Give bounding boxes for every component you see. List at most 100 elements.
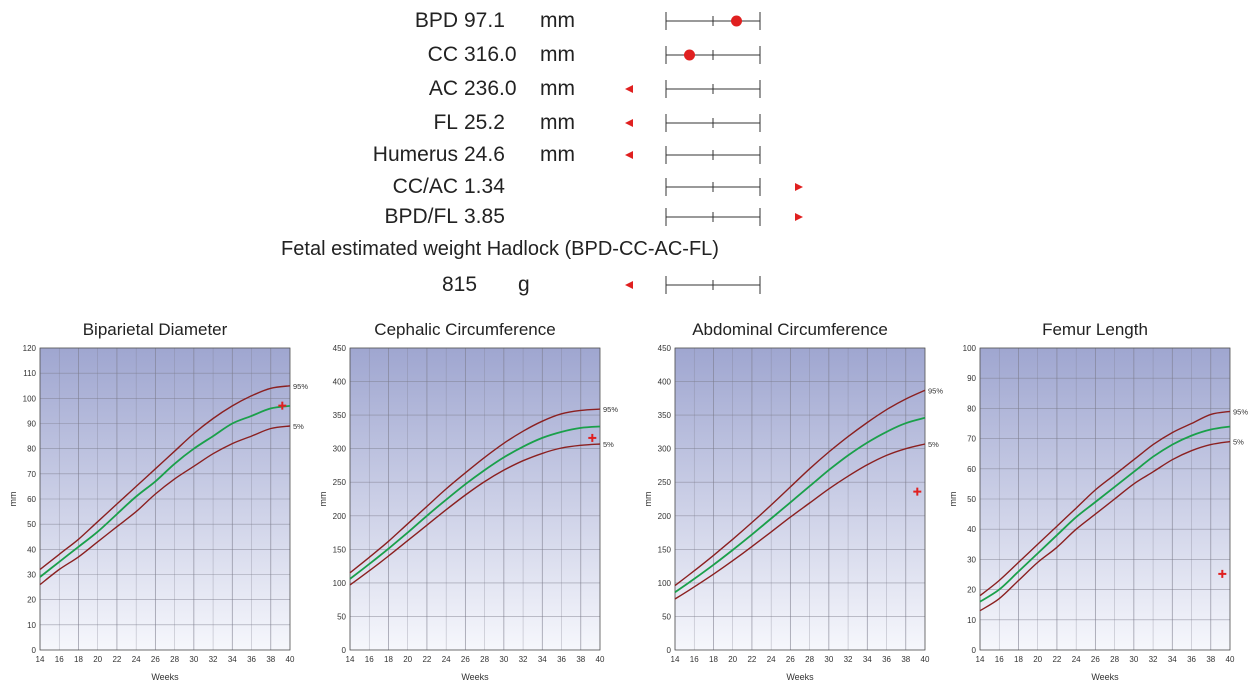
measurement-row-efw: 815 g — [0, 270, 1256, 300]
efw-title: Fetal estimated weight Hadlock (BPD-CC-A… — [281, 238, 719, 260]
x-tick-label: 38 — [576, 655, 585, 664]
measurement-value: 1.34 — [464, 175, 505, 198]
x-tick-label: 34 — [228, 655, 237, 664]
measurement-unit: mm — [540, 9, 575, 32]
series-line-median — [674, 416, 926, 594]
measurement-name: Humerus — [372, 143, 458, 166]
y-tick-label: 350 — [333, 411, 347, 420]
y-tick-label: 30 — [967, 555, 976, 564]
y-tick-label: 450 — [658, 344, 672, 353]
y-tick-label: 20 — [967, 586, 976, 595]
chart-title: Abdominal Circumference — [692, 320, 888, 339]
x-tick-label: 34 — [1168, 655, 1177, 664]
measurement-unit: mm — [540, 77, 575, 100]
y-tick-label: 70 — [27, 470, 36, 479]
x-tick-label: 32 — [519, 655, 528, 664]
x-tick-label: 40 — [286, 655, 295, 664]
x-tick-label: 28 — [170, 655, 179, 664]
measurement-unit: mm — [540, 111, 575, 134]
y-tick-label: 450 — [333, 344, 347, 353]
percentile-label: 95% — [1233, 407, 1248, 416]
y-tick-label: 100 — [658, 579, 672, 588]
measurement-row-cc-ac: CC/AC 1.34 — [0, 172, 1256, 202]
x-tick-label: 22 — [747, 655, 756, 664]
series-line-p95 — [674, 389, 926, 587]
x-tick-label: 20 — [403, 655, 412, 664]
y-tick-label: 40 — [967, 525, 976, 534]
measurement-name: CC/AC — [392, 175, 458, 198]
x-tick-label: 24 — [442, 655, 451, 664]
chart-plot: 14 16 18 20 22 24 26 28 30 32 34 36 38 40050100150200… — [318, 344, 618, 682]
range-scale — [665, 178, 803, 196]
x-tick-label: 20 — [93, 655, 102, 664]
x-tick-label: 36 — [247, 655, 256, 664]
x-tick-label: 22 — [422, 655, 431, 664]
range-scale — [665, 208, 803, 226]
percentile-label: 95% — [928, 386, 943, 395]
y-tick-label: 60 — [27, 495, 36, 504]
efw-unit: g — [518, 273, 530, 296]
x-axis-label: Weeks — [461, 672, 489, 682]
plot-area — [675, 348, 925, 650]
y-tick-label: 350 — [658, 411, 672, 420]
y-tick-label: 30 — [27, 571, 36, 580]
x-tick-label: 40 — [1226, 655, 1235, 664]
y-tick-label: 50 — [967, 495, 976, 504]
x-tick-label: 20 — [1033, 655, 1042, 664]
measurement-unit: mm — [540, 43, 575, 66]
y-tick-label: 300 — [658, 445, 672, 454]
x-tick-label: 14 — [346, 655, 355, 664]
y-tick-label: 70 — [967, 435, 976, 444]
chart-plot: 14 16 18 20 22 24 26 28 30 32 34 36 38 40 0 10 20 30 40 50 6… — [8, 344, 308, 682]
y-tick-label: 400 — [333, 378, 347, 387]
x-tick-label: 36 — [882, 655, 891, 664]
measurement-row-ac: AC 236.0 mm — [0, 74, 1256, 104]
below-range-arrow — [625, 85, 633, 93]
x-tick-label: 18 — [709, 655, 718, 664]
measurement-value: 316.0 — [464, 43, 517, 66]
y-tick-label: 150 — [658, 545, 672, 554]
series-line-p5 — [349, 443, 601, 586]
y-tick-label: 50 — [27, 520, 36, 529]
percentile-label: 5% — [1233, 438, 1244, 447]
x-tick-label: 34 — [863, 655, 872, 664]
measurement-name: CC — [427, 43, 458, 66]
y-tick-label: 150 — [333, 545, 347, 554]
x-tick-label: 38 — [266, 655, 275, 664]
series-line-median — [349, 425, 601, 580]
y-tick-label: 120 — [23, 344, 37, 353]
y-axis-label: mm — [8, 492, 18, 507]
chart-cephalic-circumference: Cephalic Circumference 14 16 18 20 22 24 26 28 3… — [310, 318, 620, 698]
x-tick-label: 30 — [824, 655, 833, 664]
x-tick-label: 38 — [901, 655, 910, 664]
plot-frame — [979, 347, 1231, 651]
y-tick-label: 100 — [23, 394, 37, 403]
x-tick-label: 18 — [1014, 655, 1023, 664]
measurement-unit: mm — [540, 143, 575, 166]
efw-value: 815 — [442, 273, 478, 296]
measurement-row-humerus: Humerus 24.6 mm — [0, 140, 1256, 170]
measurement-marker — [278, 401, 287, 410]
x-tick-label: 32 — [209, 655, 218, 664]
x-tick-label: 16 — [995, 655, 1004, 664]
x-tick-label: 14 — [36, 655, 45, 664]
series-line-p95 — [349, 408, 601, 574]
y-tick-label: 40 — [27, 545, 36, 554]
percentile-label: 5% — [603, 440, 614, 449]
range-scale — [625, 114, 761, 132]
chart-plot: 14 16 18 20 22 24 26 28 30 32 34 36 38 40050100150200… — [643, 344, 943, 682]
x-tick-label: 26 — [151, 655, 160, 664]
x-tick-label: 20 — [728, 655, 737, 664]
measurement-marker — [1218, 569, 1227, 578]
measurement-name: BPD/FL — [384, 205, 458, 228]
x-axis-label: Weeks — [786, 672, 814, 682]
measurement-value: 236.0 — [464, 77, 517, 100]
series-line-p95 — [979, 410, 1231, 597]
x-tick-label: 18 — [384, 655, 393, 664]
x-tick-label: 28 — [1110, 655, 1119, 664]
x-axis-label: Weeks — [151, 672, 179, 682]
y-tick-label: 0 — [667, 646, 672, 655]
series-line-median — [979, 425, 1231, 603]
value-dot — [731, 15, 742, 27]
x-tick-label: 36 — [1187, 655, 1196, 664]
